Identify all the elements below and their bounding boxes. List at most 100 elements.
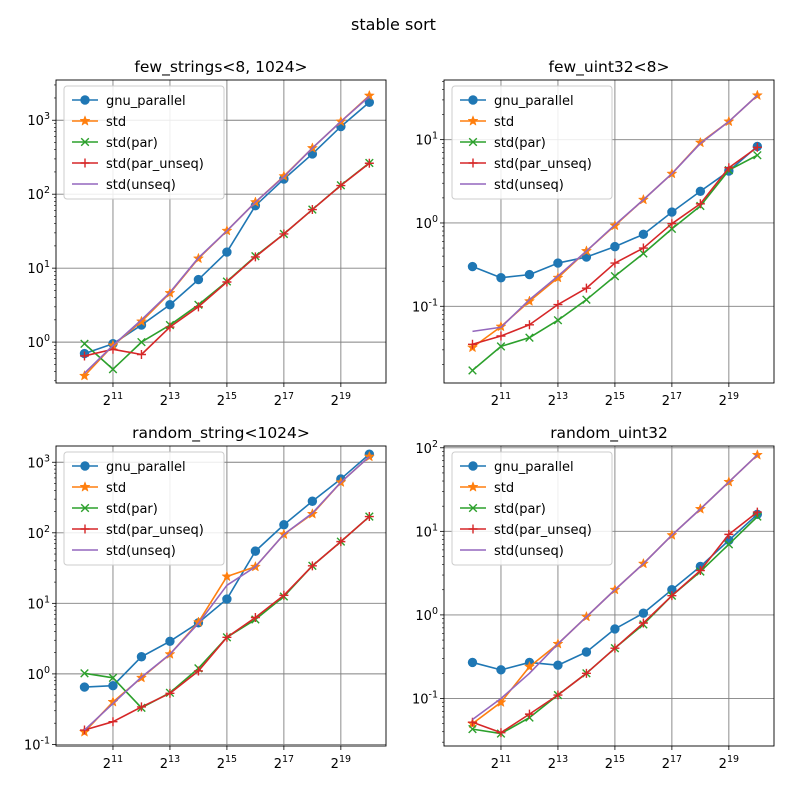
x-tick-label: 219 (719, 754, 739, 772)
x-tick-label: 211 (103, 754, 123, 772)
data-point (250, 252, 260, 262)
data-point (667, 207, 677, 217)
legend-label: std(par) (494, 502, 546, 517)
data-point (524, 269, 535, 280)
x-tick-label: 215 (605, 754, 625, 772)
data-point (581, 668, 591, 678)
data-point (496, 342, 506, 351)
data-point (724, 539, 734, 549)
legend-label: std(par_unseq) (494, 157, 592, 172)
y-tick-label: 10-1 (412, 689, 438, 707)
y-tick-label: 103 (27, 111, 50, 129)
y-tick-label: 103 (27, 453, 50, 471)
x-tick-label: 213 (548, 391, 568, 409)
data-point (221, 570, 233, 582)
data-point (222, 247, 232, 257)
figure-suptitle: stable sort (351, 15, 436, 34)
legend-marker (468, 524, 478, 534)
data-point (553, 315, 563, 325)
data-point (79, 682, 90, 692)
data-point (638, 608, 649, 618)
legend-entry: std (72, 481, 126, 496)
data-point (364, 512, 374, 522)
y-tick-label: 101 (415, 131, 438, 149)
data-point (136, 702, 146, 712)
legend-entry: std(par) (460, 502, 546, 517)
data-point (724, 163, 734, 173)
data-point (307, 496, 318, 506)
legend-entry: std (460, 115, 514, 130)
x-tick-label: 215 (217, 391, 237, 409)
x-tick-label: 215 (217, 754, 237, 772)
y-tick-label: 100 (415, 214, 438, 232)
y-tick-label: 10-1 (412, 297, 438, 315)
data-point (553, 690, 563, 700)
data-point (752, 142, 762, 152)
data-point (610, 643, 620, 653)
legend-entry: std(par) (72, 502, 158, 517)
legend-box (63, 451, 225, 566)
legend-entry: std(par_unseq) (72, 157, 204, 172)
data-point (108, 681, 118, 691)
data-point (610, 624, 620, 634)
legend-label: std(unseq) (106, 178, 176, 193)
x-tick-label: 219 (331, 391, 351, 409)
legend-label: std (494, 481, 514, 496)
data-point (78, 369, 91, 381)
data-point (307, 561, 317, 571)
x-tick-label: 213 (160, 391, 180, 409)
data-point (639, 249, 648, 258)
legend-entry: std(unseq) (460, 178, 564, 193)
subplot-title: random_string<1024> (132, 424, 310, 443)
y-tick-label: 100 (27, 665, 50, 683)
data-point (496, 273, 506, 283)
subplot-title: random_uint32 (550, 424, 668, 443)
legend-box (451, 85, 613, 200)
data-point (524, 320, 534, 330)
series-gnu-parallel (79, 449, 375, 692)
data-point (363, 450, 375, 462)
axes-frame (443, 79, 775, 384)
legend-entry: std(par_unseq) (460, 157, 592, 172)
legend-label: std(par) (106, 502, 158, 517)
subplot-few-uint32-8: few_uint32<8> 211 213 215 217 219 10-1 100 101 gn… (412, 58, 775, 409)
series-std-par-unseq (467, 142, 762, 349)
data-point (581, 283, 591, 293)
legend-label: std (106, 115, 126, 130)
x-tick-label: 217 (662, 391, 682, 409)
data-point (467, 339, 477, 349)
data-point (250, 612, 260, 622)
data-point (80, 668, 89, 678)
x-tick-label: 211 (491, 391, 511, 409)
data-point (667, 219, 677, 229)
data-point (610, 258, 620, 268)
data-point (468, 724, 477, 734)
legend-box (63, 85, 225, 200)
y-tick-label: 101 (415, 522, 438, 540)
legend-marker (468, 158, 478, 168)
data-point (336, 181, 346, 191)
data-point (667, 591, 677, 601)
axes-frame (443, 445, 775, 747)
legend-entry: std (460, 481, 514, 496)
data-point (108, 717, 118, 727)
legend-marker (468, 503, 478, 513)
series-line (472, 94, 758, 333)
series-std-unseq (472, 454, 758, 721)
series-std-unseq (83, 95, 370, 374)
legend-label: std(par_unseq) (106, 523, 204, 538)
series-std-par-unseq (467, 507, 762, 738)
data-point (108, 364, 118, 374)
legend-entry: gnu_parallel (460, 460, 574, 475)
legend-label: gnu_parallel (106, 460, 186, 475)
data-point (695, 565, 705, 575)
data-point (524, 709, 534, 719)
data-point (638, 243, 648, 253)
data-point (165, 300, 175, 310)
legend-marker (80, 524, 90, 534)
legend-entry: gnu_parallel (72, 460, 186, 475)
x-tick-label: 213 (160, 754, 180, 772)
legend-label: gnu_parallel (494, 460, 574, 475)
